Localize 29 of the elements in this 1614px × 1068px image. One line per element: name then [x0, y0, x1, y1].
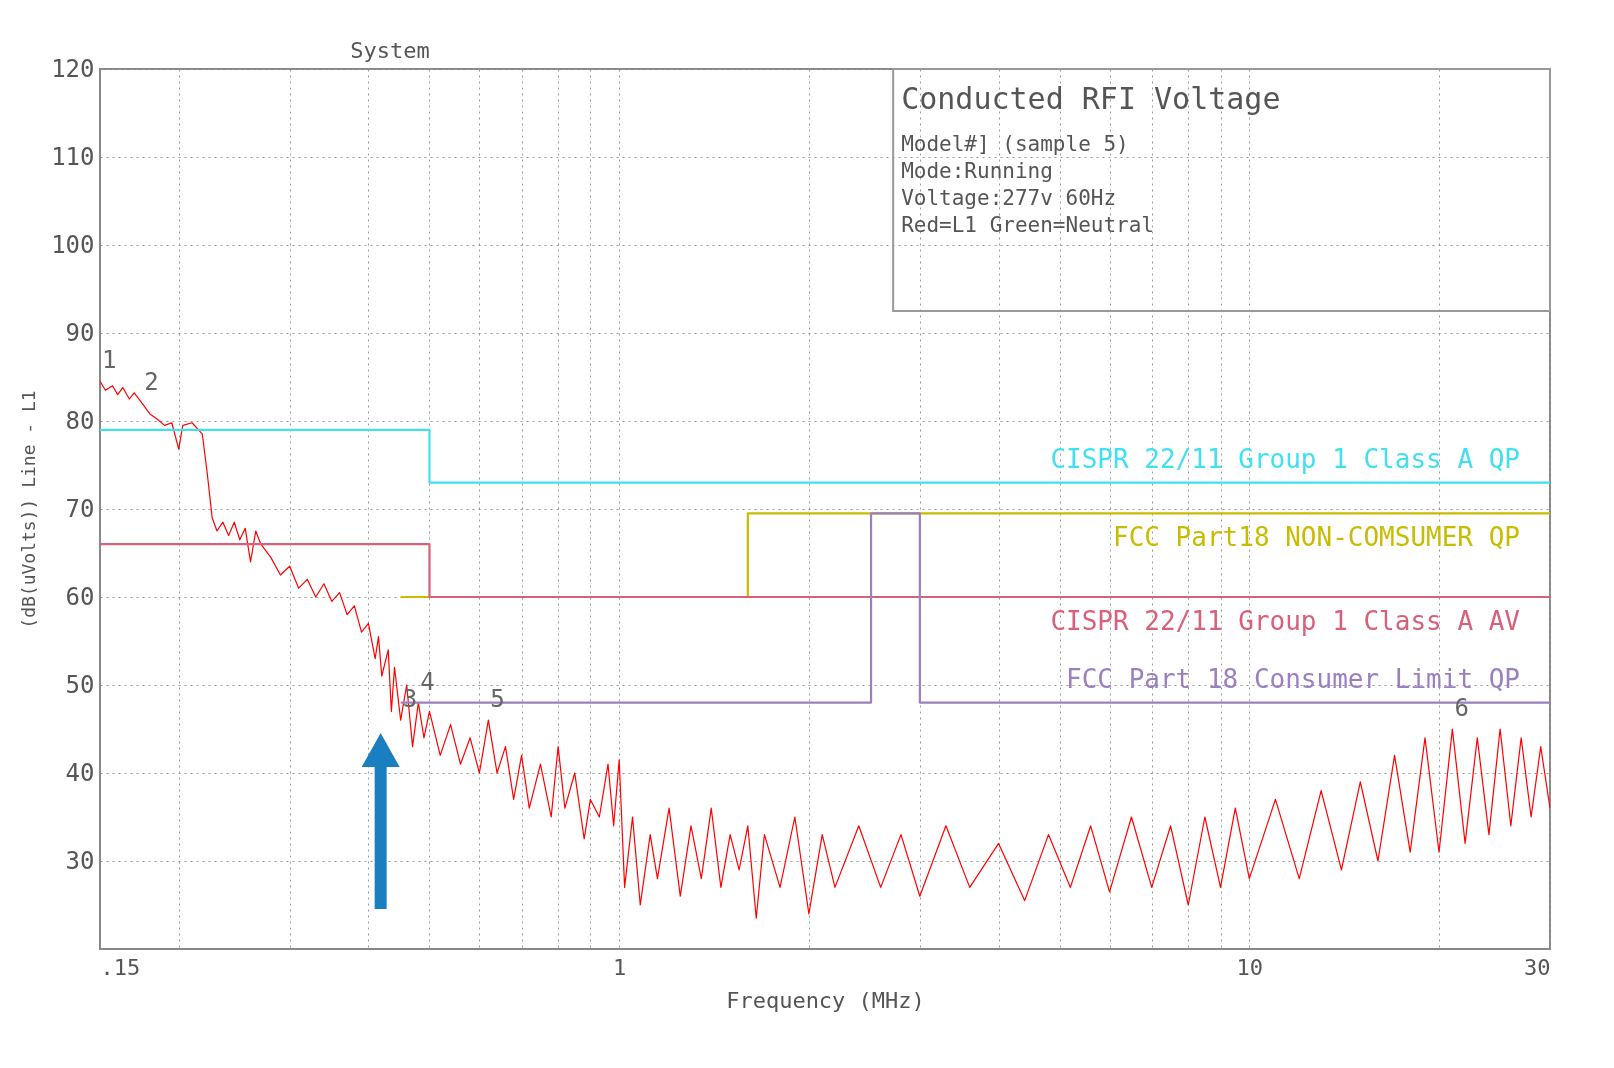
annotation: Model#] (sample 5) — [901, 132, 1129, 156]
y-tick-label: 50 — [65, 670, 95, 699]
series-label: FCC Part18 NON-COMSUMER QP — [1113, 522, 1520, 553]
x-tick-label: 30 — [1524, 954, 1551, 980]
text: System — [350, 38, 430, 63]
chart-title: Conducted RFI Voltage — [901, 81, 1281, 116]
y-tick-label: 40 — [65, 758, 95, 787]
x-tick-label: 10 — [1236, 954, 1264, 980]
y-tick-label: 70 — [65, 494, 95, 523]
y-axis-title: (dB(uVolts)) Line - L1 — [18, 390, 40, 629]
y-tick-label: 100 — [51, 230, 95, 259]
series-label: CISPR 22/11 Group 1 Class A QP — [1050, 443, 1520, 474]
annotation: 2 — [144, 368, 159, 397]
annotation: 4 — [420, 667, 435, 696]
annotation: Red=L1 Green=Neutral — [901, 213, 1155, 237]
y-tick-label: 110 — [51, 142, 95, 171]
y-tick-label: 120 — [51, 54, 95, 83]
annotation: Mode:Running — [901, 159, 1053, 183]
annotation: 1 — [102, 346, 117, 375]
x-tick-label: .15 — [100, 954, 141, 980]
annotation: Voltage:277v 60Hz — [901, 186, 1117, 210]
y-tick-label: 90 — [65, 318, 95, 347]
x-axis-title: Frequency (MHz) — [726, 987, 925, 1013]
series-label: CISPR 22/11 Group 1 Class A AV — [1050, 606, 1520, 636]
y-tick-label: 80 — [65, 406, 95, 435]
x-tick-label: 1 — [613, 954, 627, 980]
series-label: FCC Part 18 Consumer Limit QP — [1066, 663, 1520, 694]
y-tick-label: 30 — [65, 846, 95, 875]
y-tick-label: 60 — [65, 582, 95, 611]
